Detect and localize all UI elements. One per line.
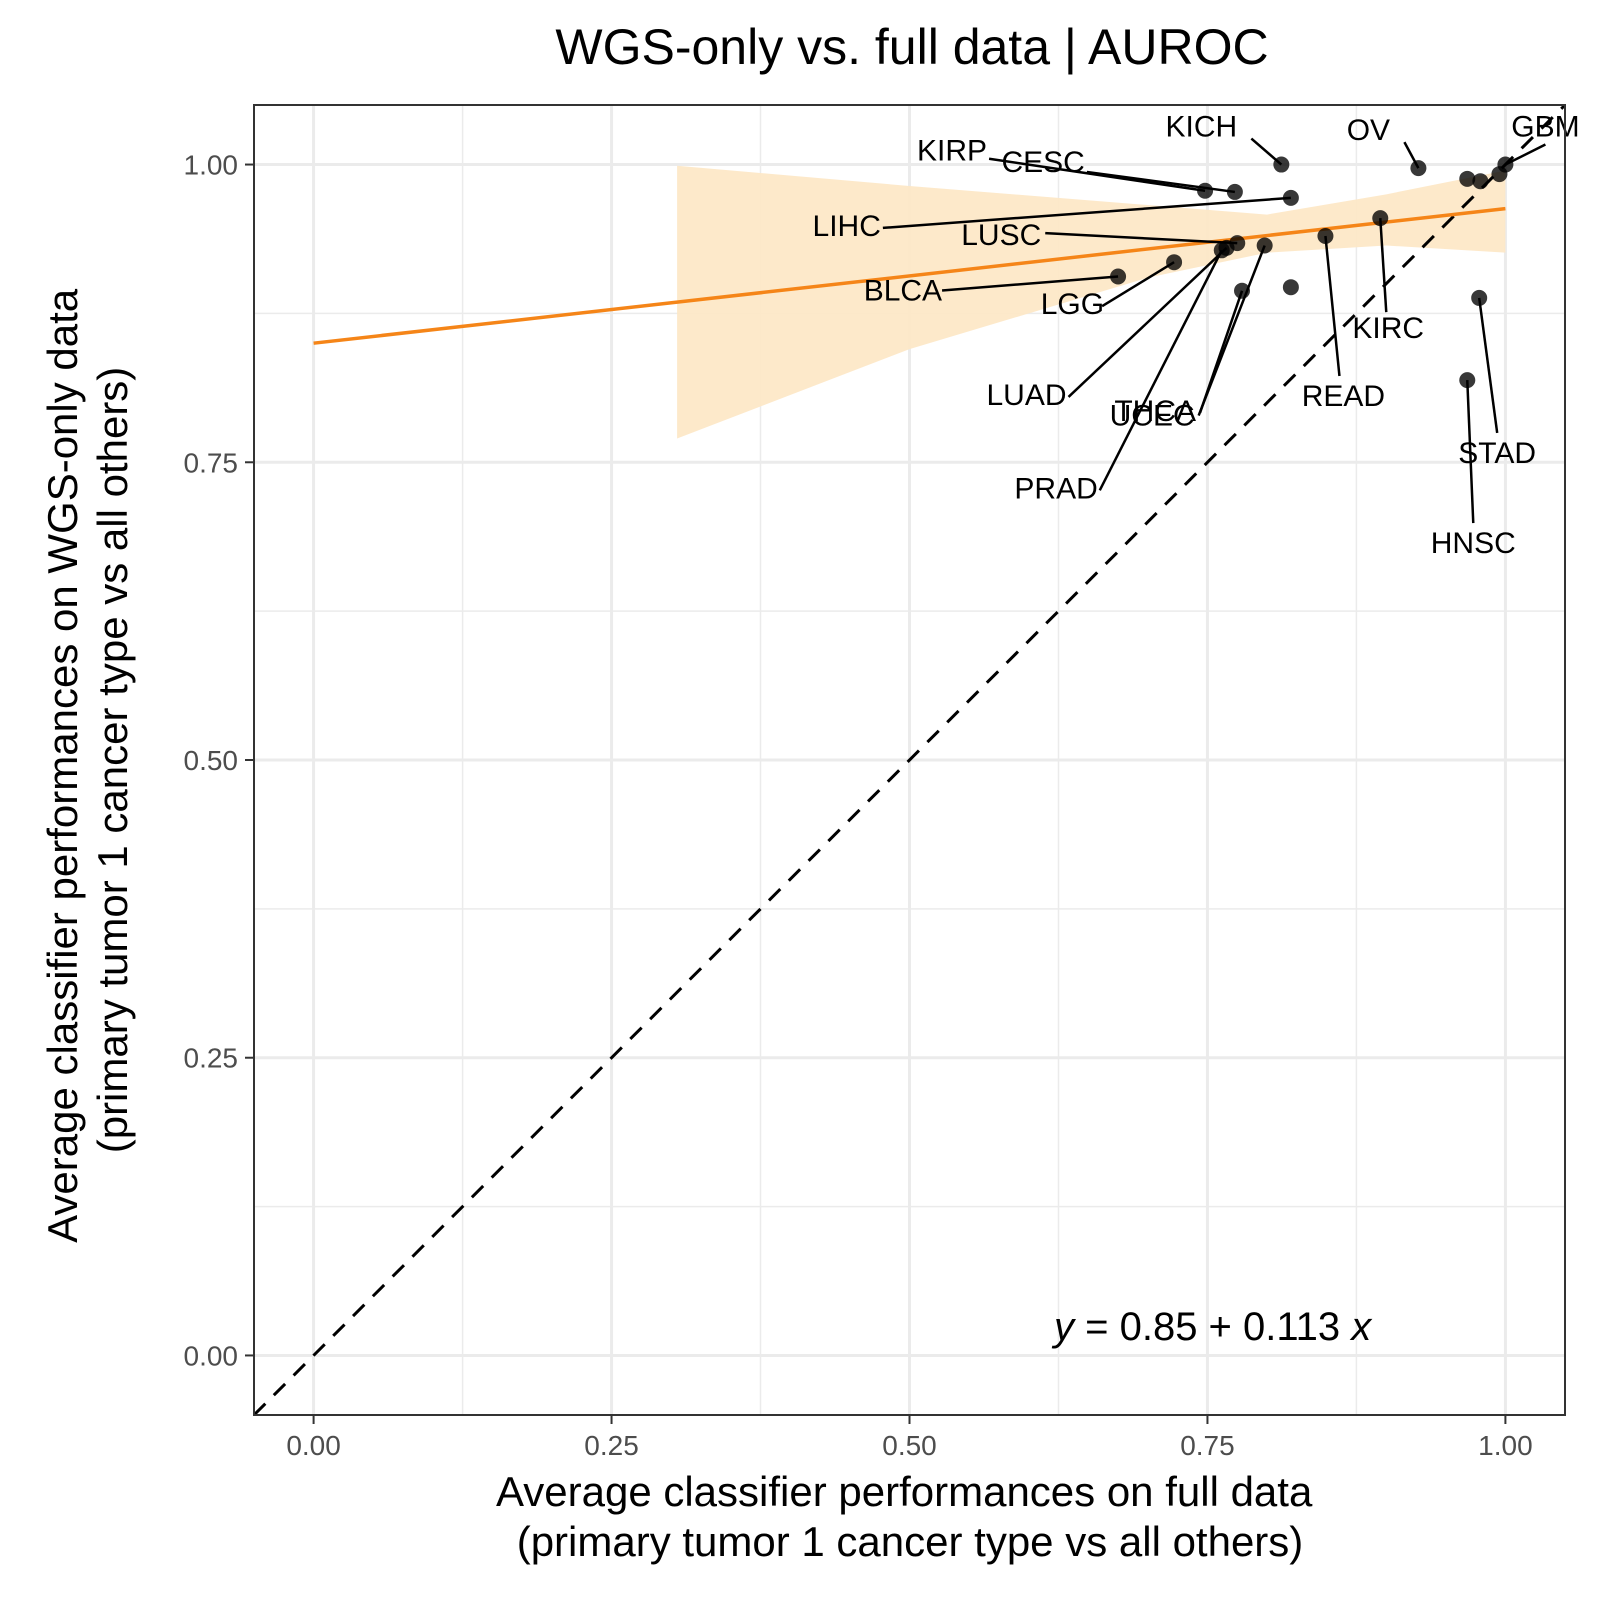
- point-label: LUAD: [986, 379, 1066, 412]
- label-leader-line: [1067, 246, 1228, 398]
- x-axis-label: Average classifier performances on full …: [496, 1468, 1324, 1565]
- point-label: READ: [1302, 380, 1385, 413]
- x-tick-label: 0.50: [882, 1430, 937, 1461]
- label-leader-line: [1198, 290, 1244, 414]
- reference-line: [252, 103, 1567, 1417]
- point-label: OV: [1347, 114, 1390, 147]
- y-tick-label: 0.75: [184, 447, 239, 478]
- equation-x: x: [1349, 1305, 1373, 1349]
- y-axis-label: Average classifier performances on WGS-o…: [39, 277, 136, 1243]
- point-label: GBM: [1511, 111, 1579, 144]
- data-point: [1282, 279, 1299, 296]
- y-tick-label: 1.00: [184, 150, 239, 181]
- point-label: LGG: [1041, 288, 1104, 321]
- x-tick-label: 0.25: [584, 1430, 639, 1461]
- label-leader-line: [1045, 231, 1238, 245]
- point-label: BLCA: [864, 274, 942, 307]
- equation-layer: y = 0.85 + 0.113 x: [1051, 1305, 1373, 1349]
- fit-line: [313, 206, 1506, 345]
- y-axis-label-line-2: (primary tumor 1 cancer type vs all othe…: [89, 367, 136, 1154]
- label-leader-line: [1504, 143, 1546, 166]
- label-leader-line: [1086, 170, 1236, 194]
- x-tick-label: 1.00: [1478, 1430, 1533, 1461]
- data-point: [1459, 170, 1476, 187]
- confidence-band-layer: [677, 165, 1506, 439]
- data-point: [1472, 173, 1489, 190]
- data-point: [1213, 242, 1230, 259]
- point-label: KICH: [1166, 111, 1238, 144]
- reference-line-layer: [252, 103, 1567, 1417]
- x-tick-label: 0.00: [286, 1430, 341, 1461]
- y-tick-label: 0.00: [184, 1340, 239, 1371]
- point-label: KIRC: [1352, 312, 1424, 345]
- point-label: LIHC: [813, 210, 881, 243]
- label-leader-line: [1403, 141, 1420, 169]
- fit-line-layer: [313, 206, 1506, 345]
- equation-y: y: [1051, 1305, 1077, 1349]
- data-point: [1491, 166, 1508, 183]
- label-leader-line: [1250, 137, 1283, 166]
- x-axis-label-line-2: (primary tumor 1 cancer type vs all othe…: [517, 1518, 1304, 1565]
- axes: 0.00 0.25 0.50 0.75 1.00 0.00 0.25 0.50 0.75 1.00: [184, 150, 1533, 1461]
- label-leader-line: [882, 196, 1291, 230]
- y-tick-label: 0.25: [184, 1043, 239, 1074]
- x-tick-label: 0.75: [1180, 1430, 1235, 1461]
- label-leader-line: [1098, 249, 1223, 491]
- label-leader-line: [1477, 297, 1499, 434]
- chart-title: WGS-only vs. full data | AUROC: [555, 19, 1268, 75]
- label-leader-line: [1324, 235, 1341, 377]
- fit-equation: y = 0.85 + 0.113 x: [1051, 1305, 1373, 1349]
- point-label: LUSC: [961, 219, 1041, 252]
- confidence-band: [677, 165, 1506, 439]
- x-axis-label-line-1: Average classifier performances on full …: [496, 1468, 1313, 1515]
- label-leader-line: [1466, 380, 1475, 524]
- label-leader-line: [941, 275, 1119, 292]
- equation-body: = 0.85 + 0.113: [1074, 1305, 1351, 1349]
- point-label: HNSC: [1431, 527, 1516, 560]
- label-leader-line: [1101, 261, 1175, 308]
- point-label: PRAD: [1014, 472, 1097, 505]
- point-label: THCA: [1114, 395, 1196, 428]
- label-leader-line: [988, 157, 1206, 192]
- point-label: KIRP: [917, 135, 987, 168]
- point-label: UCEC: [1110, 400, 1195, 433]
- y-axis-label-line-1: Average classifier performances on WGS-o…: [39, 288, 86, 1243]
- y-tick-label: 0.50: [184, 745, 239, 776]
- label-leader-line: [1379, 218, 1388, 313]
